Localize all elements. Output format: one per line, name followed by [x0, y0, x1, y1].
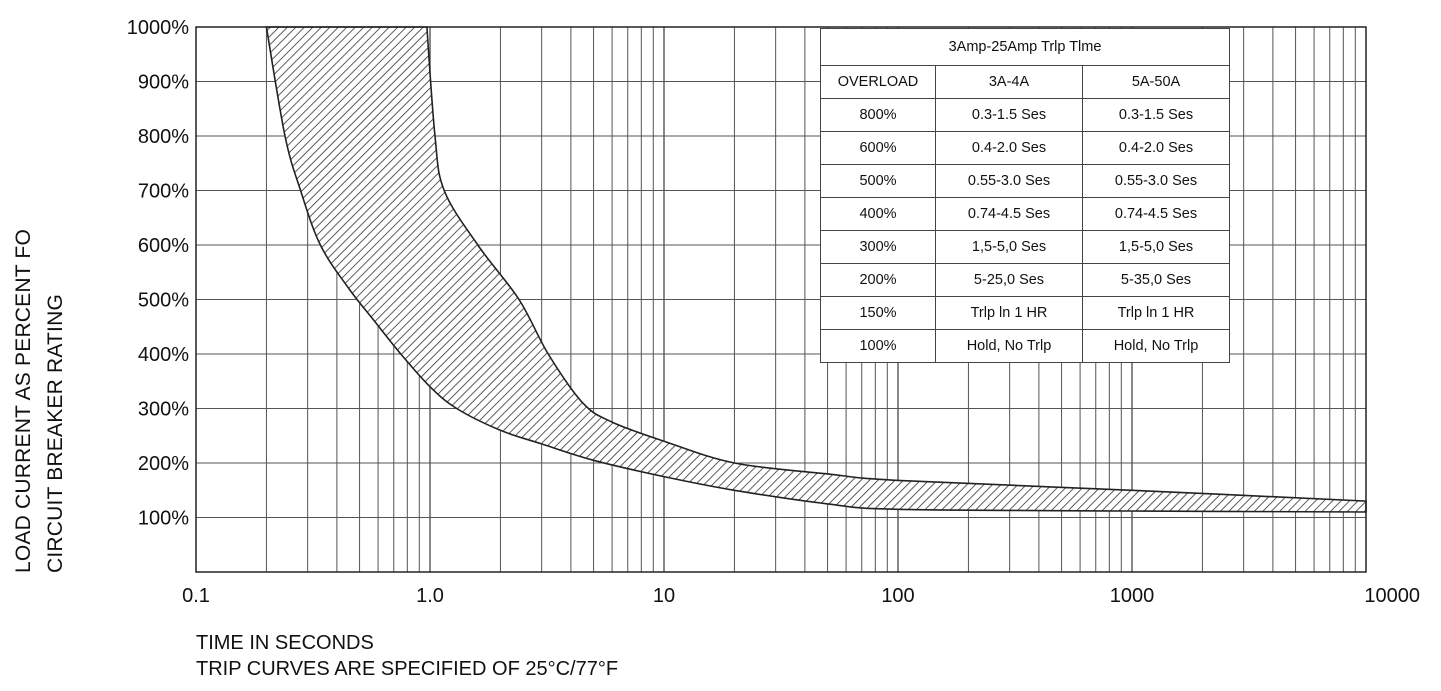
- trip-time-cell: Trlp ln 1 HR: [935, 296, 1083, 330]
- y-tick-label: 100%: [138, 508, 189, 530]
- trip-time-cell: 1,5-5,0 Ses: [1082, 230, 1230, 264]
- table-row: 600% 0.4-2.0 Ses 0.4-2.0 Ses: [820, 131, 1230, 165]
- x-tick-label: 10: [653, 585, 675, 607]
- y-axis-title-line-2: CIRCUIT BREAKER RATING: [44, 294, 67, 573]
- table-row: 800% 0.3-1.5 Ses 0.3-1.5 Ses: [820, 98, 1230, 132]
- table-header-overload: OVERLOAD: [820, 65, 936, 99]
- y-tick-label: 400%: [138, 344, 189, 366]
- table-header-3a-4a: 3A-4A: [935, 65, 1083, 99]
- y-tick-label: 200%: [138, 453, 189, 475]
- trip-time-cell: Hold, No Trlp: [1082, 329, 1230, 363]
- trip-time-cell: 0.74-4.5 Ses: [935, 197, 1083, 231]
- y-tick-label: 1000%: [127, 17, 189, 39]
- y-tick-label: 300%: [138, 399, 189, 421]
- y-tick-label: 900%: [138, 72, 189, 94]
- trip-time-cell: 0.55-3.0 Ses: [1082, 164, 1230, 198]
- y-tick-label: 600%: [138, 235, 189, 257]
- x-tick-label: 0.1: [182, 585, 210, 607]
- x-tick-label: 100: [881, 585, 914, 607]
- overload-cell: 500%: [820, 164, 936, 198]
- x-axis-note: TRIP CURVES ARE SPECIFIED OF 25°C/77°F: [196, 658, 619, 680]
- trip-time-cell: 0.55-3.0 Ses: [935, 164, 1083, 198]
- plot-frame: [195, 26, 1367, 573]
- trip-time-cell: Hold, No Trlp: [935, 329, 1083, 363]
- x-tick-label: 1.0: [416, 585, 444, 607]
- trip-time-cell: 1,5-5,0 Ses: [935, 230, 1083, 264]
- table-row: 500% 0.55-3.0 Ses 0.55-3.0 Ses: [820, 164, 1230, 198]
- x-tick-label: 10000: [1364, 585, 1420, 607]
- trip-time-table: 3Amp-25Amp Trlp Tlme OVERLOAD 3A-4A 5A-5…: [820, 28, 1230, 363]
- trip-time-cell: 0.74-4.5 Ses: [1082, 197, 1230, 231]
- y-tick-label: 500%: [138, 290, 189, 312]
- y-axis-title-line-1: LOAD CURRENT AS PERCENT FO: [12, 229, 35, 573]
- table-row: 300% 1,5-5,0 Ses 1,5-5,0 Ses: [820, 230, 1230, 264]
- trip-time-cell: Trlp ln 1 HR: [1082, 296, 1230, 330]
- trip-time-cell: 0.4-2.0 Ses: [935, 131, 1083, 165]
- overload-cell: 400%: [820, 197, 936, 231]
- y-tick-label: 800%: [138, 126, 189, 148]
- table-row: 100% Hold, No Trlp Hold, No Trlp: [820, 329, 1230, 363]
- table-title: 3Amp-25Amp Trlp Tlme: [820, 28, 1230, 66]
- trip-time-cell: 0.3-1.5 Ses: [1082, 98, 1230, 132]
- table-row: 400% 0.74-4.5 Ses 0.74-4.5 Ses: [820, 197, 1230, 231]
- overload-cell: 200%: [820, 263, 936, 297]
- x-tick-labels: 0.1 1.0 10 100 1000 10000: [182, 585, 1420, 607]
- y-tick-label: 700%: [138, 181, 189, 203]
- table-header-5a-50a: 5A-50A: [1082, 65, 1230, 99]
- overload-cell: 600%: [820, 131, 936, 165]
- trip-time-cell: 0.4-2.0 Ses: [1082, 131, 1230, 165]
- overload-cell: 800%: [820, 98, 936, 132]
- y-tick-labels: 100% 200% 300% 400% 500% 600% 700% 800% 900% 1000…: [127, 17, 189, 530]
- table-row: 200% 5-25,0 Ses 5-35,0 Ses: [820, 263, 1230, 297]
- x-axis-title: TIME IN SECONDS: [196, 632, 374, 654]
- table-row: 150% Trlp ln 1 HR Trlp ln 1 HR: [820, 296, 1230, 330]
- trip-time-cell: 5-25,0 Ses: [935, 263, 1083, 297]
- x-tick-label: 1000: [1110, 585, 1155, 607]
- overload-cell: 150%: [820, 296, 936, 330]
- trip-curve-band: [265, 26, 1367, 513]
- overload-cell: 300%: [820, 230, 936, 264]
- trip-time-cell: 5-35,0 Ses: [1082, 263, 1230, 297]
- trip-time-cell: 0.3-1.5 Ses: [935, 98, 1083, 132]
- overload-cell: 100%: [820, 329, 936, 363]
